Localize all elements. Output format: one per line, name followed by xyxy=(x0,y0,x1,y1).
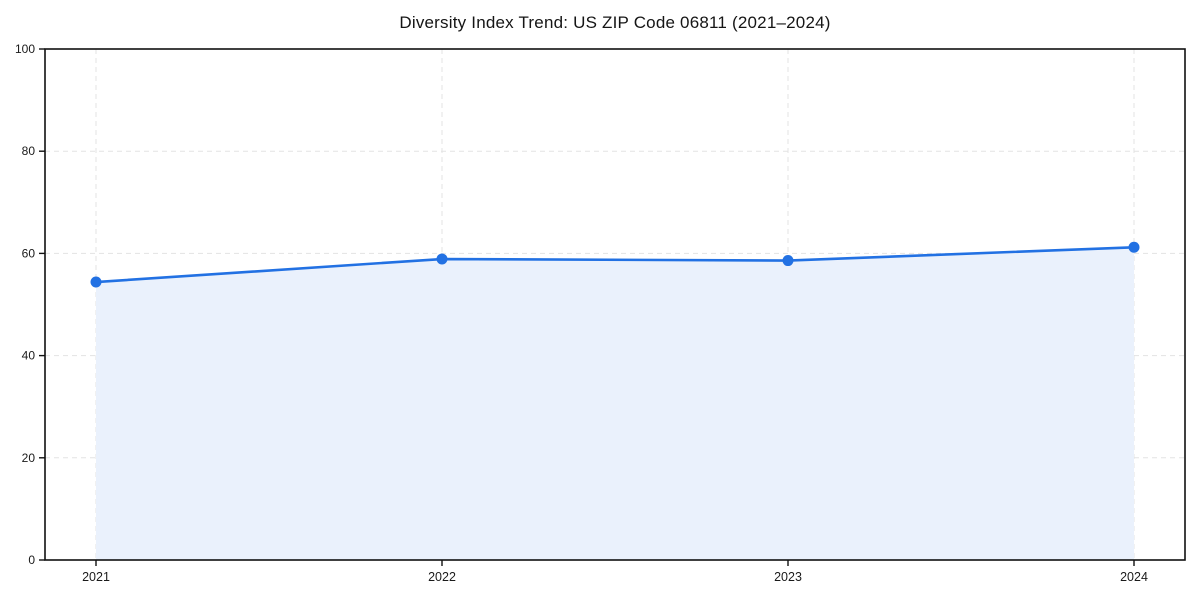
y-tick-label: 80 xyxy=(22,144,36,158)
y-tick-label: 60 xyxy=(22,246,36,260)
trend-line xyxy=(94,245,1136,284)
y-tick-label: 100 xyxy=(15,42,35,56)
data-point-marker xyxy=(90,276,102,288)
y-tick-label: 40 xyxy=(22,349,36,363)
axes-layer xyxy=(39,48,1186,566)
y-tick-label: 20 xyxy=(22,451,36,465)
chart-title: Diversity Index Trend: US ZIP Code 06811… xyxy=(399,13,831,32)
plot-border xyxy=(44,48,1186,561)
tick-label-layer: 0 20 40 60 80 100 2021 2022 2023 2024 xyxy=(15,42,1148,584)
x-tick-label: 2022 xyxy=(428,570,456,584)
data-point-marker xyxy=(1128,241,1140,253)
x-tick-label: 2021 xyxy=(82,570,110,584)
x-tick-label: 2024 xyxy=(1120,570,1148,584)
area-fill xyxy=(96,247,1134,560)
trend-line-layer xyxy=(94,245,1136,284)
data-point-marker xyxy=(782,255,794,267)
x-tick-label: 2023 xyxy=(774,570,802,584)
data-point-marker xyxy=(436,253,448,265)
marker-layer xyxy=(90,241,1140,288)
y-tick-label: 0 xyxy=(28,553,35,567)
area-fill-layer xyxy=(96,247,1134,560)
